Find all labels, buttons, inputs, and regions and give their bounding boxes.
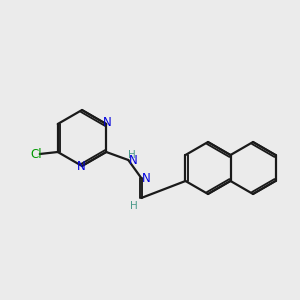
Text: H: H bbox=[130, 201, 138, 211]
Text: H: H bbox=[128, 150, 136, 160]
Text: N: N bbox=[103, 116, 112, 130]
Text: N: N bbox=[142, 172, 151, 185]
Text: N: N bbox=[76, 160, 85, 173]
Text: Cl: Cl bbox=[30, 148, 42, 160]
Text: N: N bbox=[129, 154, 138, 167]
